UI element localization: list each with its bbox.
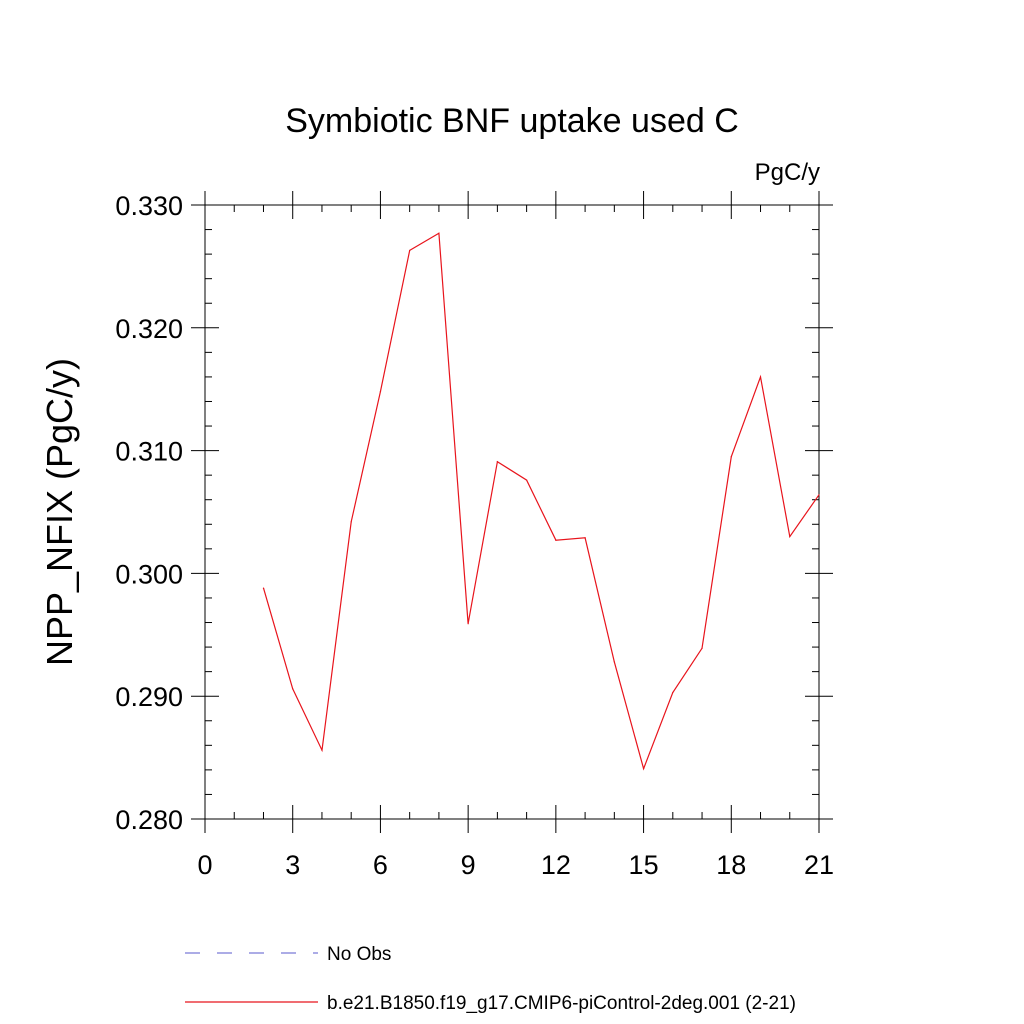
x-tick-label: 12	[541, 850, 571, 880]
data-point	[672, 691, 674, 694]
data-point	[409, 249, 411, 252]
x-tick-label: 21	[804, 850, 834, 880]
data-point	[759, 376, 762, 378]
data-point	[818, 494, 820, 496]
data-point	[613, 661, 615, 663]
data-point	[584, 537, 586, 539]
y-tick-label: 0.300	[115, 559, 183, 589]
legend: No Obs b.e21.B1850.f19_g17.CMIP6-piContr…	[185, 944, 796, 1014]
y-tick-label: 0.290	[115, 682, 183, 712]
legend-label-no-obs: No Obs	[327, 944, 391, 965]
data-point	[496, 461, 498, 463]
x-tick-label: 6	[373, 850, 388, 880]
data-point	[526, 479, 528, 481]
data-point	[379, 391, 382, 393]
data-point	[438, 232, 440, 234]
x-tick-label: 9	[461, 850, 476, 880]
y-tick-label: 0.280	[115, 805, 183, 835]
data-point	[350, 521, 352, 523]
plot-frame	[204, 204, 820, 820]
data-point	[701, 647, 703, 649]
units-label: PgC/y	[755, 159, 820, 186]
data-point	[789, 535, 791, 538]
y-tick-label: 0.330	[115, 191, 183, 221]
data-point	[555, 539, 557, 541]
y-tick-label: 0.320	[115, 314, 183, 344]
chart-title: Symbiotic BNF uptake used C	[285, 102, 739, 140]
tick-labels: 0 3 6 9 12 15 18 21 0.280 0.290 0.300 0.310 0.320 0.3…	[115, 191, 834, 880]
data-point	[467, 623, 469, 625]
x-tick-label: 0	[197, 850, 212, 880]
series-layer	[262, 232, 820, 771]
axis-ticks	[191, 191, 833, 833]
data-point	[642, 768, 645, 770]
legend-label-control-run: b.e21.B1850.f19_g17.CMIP6-piControl-2deg…	[327, 993, 796, 1014]
data-point	[292, 688, 294, 690]
data-point	[730, 456, 732, 458]
y-tick-label: 0.310	[115, 437, 183, 467]
x-tick-label: 18	[716, 850, 746, 880]
x-tick-label: 3	[285, 850, 300, 880]
x-tick-label: 15	[629, 850, 659, 880]
y-axis-label: NPP_NFIX (PgC/y)	[39, 358, 80, 666]
data-point	[321, 749, 323, 751]
series-line-0	[262, 232, 820, 771]
data-point	[262, 587, 265, 589]
